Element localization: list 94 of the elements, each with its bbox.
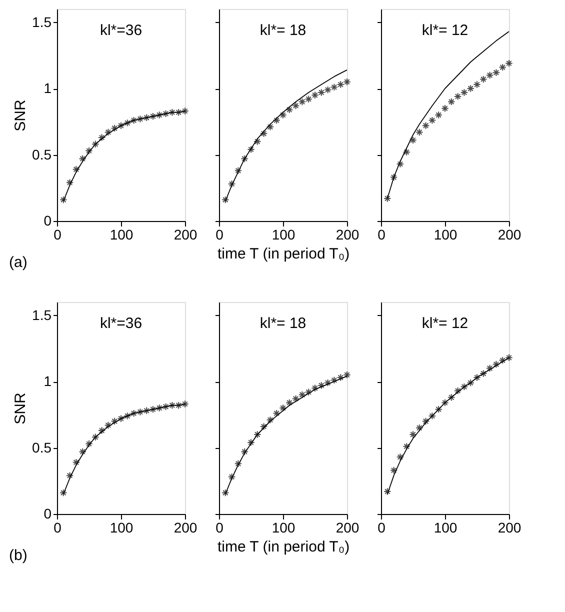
- point: [78, 448, 86, 456]
- point: [441, 104, 449, 112]
- text: kl*=36: [100, 22, 142, 39]
- point: [92, 140, 100, 148]
- y-tick-label: 0.5: [32, 439, 52, 456]
- point: [448, 98, 456, 106]
- point: [434, 111, 442, 119]
- x-tick-label: 0: [378, 520, 386, 536]
- point: [416, 128, 424, 136]
- point: [279, 111, 287, 119]
- y-tick-label: 1.5: [32, 14, 52, 30]
- point: [396, 453, 404, 461]
- point: [60, 488, 68, 497]
- x-tick-label: 200: [174, 520, 198, 536]
- point: [66, 178, 74, 186]
- point: [78, 154, 86, 163]
- point: [422, 122, 430, 130]
- point: [402, 442, 410, 450]
- y-axis-title: SNR: [12, 100, 30, 132]
- x-axis-title: time T (in period T₀): [217, 246, 350, 262]
- point: [247, 146, 255, 154]
- point: [222, 196, 230, 204]
- point: [384, 194, 392, 202]
- x-tick-label: 100: [272, 226, 296, 242]
- point: [428, 412, 436, 420]
- x-tick-label: 100: [434, 520, 458, 536]
- x-tick-label: 0: [216, 520, 224, 536]
- text: kl*=36: [100, 315, 142, 332]
- point: [396, 160, 404, 168]
- x-tick-label: 100: [110, 226, 134, 242]
- x-tick-label: 0: [54, 520, 62, 536]
- x-tick-label: 200: [498, 520, 522, 536]
- point: [390, 466, 398, 474]
- point: [228, 473, 236, 481]
- y-tick-label: 0: [44, 506, 52, 522]
- point: [409, 430, 417, 438]
- point: [92, 433, 100, 442]
- text: kl*= 12: [422, 22, 468, 39]
- text: kl*= 18: [260, 22, 306, 39]
- y-axis-title: SNR: [12, 392, 30, 424]
- x-tick-label: 0: [216, 226, 224, 242]
- point: [260, 130, 268, 138]
- point: [66, 472, 74, 480]
- y-tick-label: 0: [44, 212, 52, 228]
- x-tick-label: 0: [378, 226, 386, 242]
- point: [434, 405, 442, 414]
- point: [448, 394, 456, 402]
- point: [228, 180, 236, 188]
- point: [428, 116, 436, 124]
- point: [409, 136, 417, 144]
- point: [85, 146, 93, 155]
- point: [72, 458, 80, 466]
- x-axis-title: time T (in period T₀): [217, 538, 350, 556]
- point: [85, 440, 93, 448]
- point: [98, 134, 106, 142]
- point: [384, 488, 392, 496]
- point: [222, 488, 230, 497]
- text: (a): [9, 254, 28, 271]
- point: [266, 123, 274, 131]
- point: [416, 424, 424, 432]
- point: [98, 426, 106, 434]
- point: [272, 409, 280, 418]
- x-tick-label: 100: [434, 226, 458, 242]
- text: (b): [9, 547, 28, 564]
- y-tick-label: 0.5: [32, 146, 52, 162]
- point: [254, 138, 262, 146]
- point: [247, 438, 255, 446]
- point: [234, 460, 242, 468]
- x-tick-label: 200: [336, 520, 360, 536]
- point: [260, 422, 268, 430]
- x-tick-label: 200: [498, 226, 522, 242]
- x-tick-label: 100: [272, 520, 296, 536]
- point: [60, 196, 68, 204]
- point: [266, 416, 274, 424]
- text: kl*= 12: [422, 315, 468, 332]
- point: [272, 116, 280, 124]
- point: [254, 430, 262, 438]
- point: [402, 148, 410, 156]
- x-tick-label: 100: [110, 520, 134, 536]
- point: [279, 404, 287, 412]
- point: [240, 448, 248, 456]
- x-tick-label: 0: [54, 226, 62, 242]
- y-tick-label: 1: [44, 373, 52, 389]
- point: [72, 165, 80, 174]
- y-tick-label: 1: [44, 80, 52, 96]
- text: kl*= 18: [260, 315, 306, 332]
- x-tick-label: 200: [336, 226, 360, 242]
- point: [422, 417, 430, 426]
- point: [234, 166, 242, 175]
- y-tick-label: 1.5: [32, 306, 52, 323]
- point: [240, 154, 248, 163]
- point: [441, 398, 449, 407]
- point: [390, 173, 398, 182]
- x-tick-label: 200: [174, 226, 198, 242]
